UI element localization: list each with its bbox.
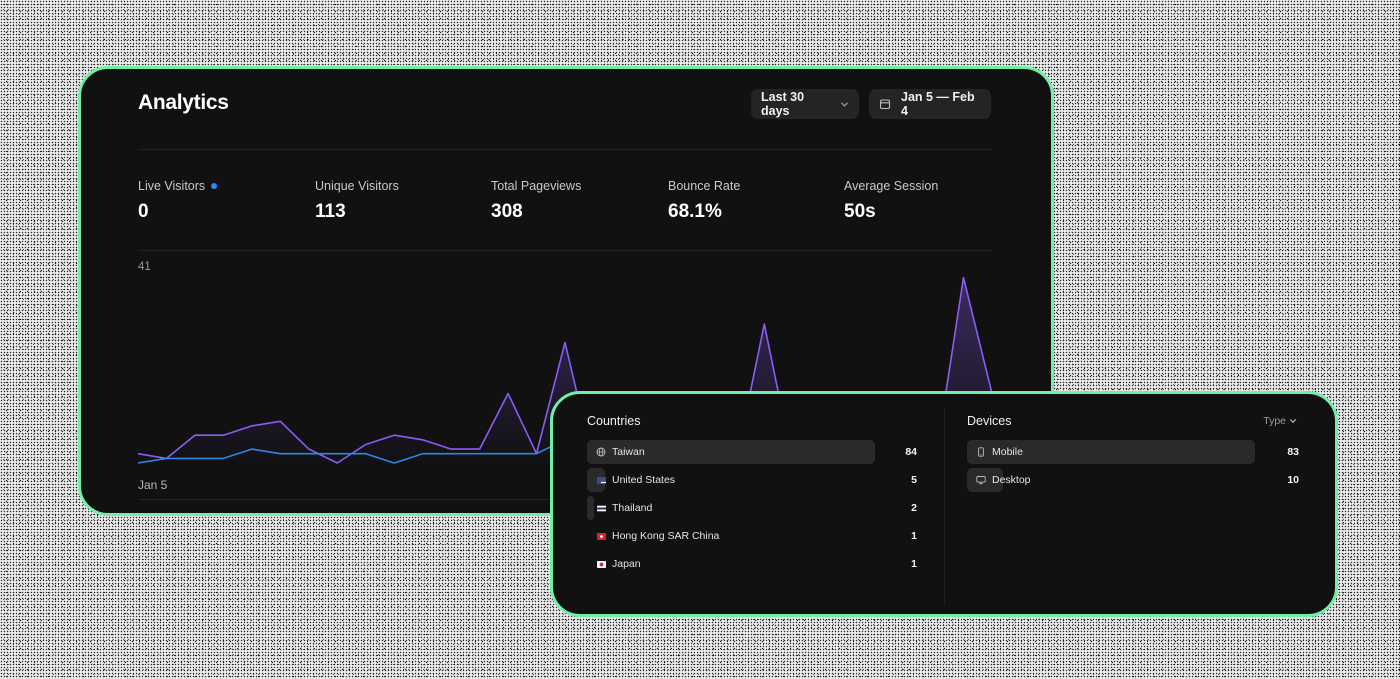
stat-label: Unique Visitors [315,179,399,193]
stat-value: 50s [844,201,876,222]
country-row[interactable]: Hong Kong SAR China 1 [587,524,917,548]
page-title: Analytics [138,91,229,114]
country-count: 2 [911,502,917,514]
country-name: Taiwan [612,446,645,458]
country-count: 1 [911,558,917,570]
country-count: 5 [911,474,917,486]
device-row[interactable]: Mobile 83 [967,440,1299,464]
country-row[interactable]: Thailand 2 [587,496,917,520]
breakdown-card: Countries Taiwan 84 United States 5 Thai… [550,391,1338,617]
country-share-bar [587,440,875,464]
country-count: 84 [905,446,917,458]
country-share-bar [587,496,594,520]
device-share-bar [967,440,1255,464]
device-count: 10 [1287,474,1299,486]
flag-hk-icon [596,531,606,541]
device-count: 83 [1287,446,1299,458]
chart-x-start-label: Jan 5 [138,478,168,492]
chart-y-max-label: 41 [138,261,151,273]
header-divider [138,149,992,150]
globe-icon [596,447,606,457]
country-share-bar [587,468,605,492]
flag-jp-icon [596,559,606,569]
device-row[interactable]: Desktop 10 [967,468,1299,492]
stat-value: 0 [138,201,149,222]
date-range-select-label: Last 30 days [761,90,805,118]
stats-divider [138,250,992,251]
stat-label: Live Visitors [138,179,206,193]
country-row[interactable]: Japan 1 [587,552,917,576]
stat-value: 308 [491,201,523,222]
date-picker-label: Jan 5 — Feb 4 [901,90,975,118]
stat-label: Bounce Rate [668,179,741,193]
device-name: Desktop [992,474,1031,486]
stat-total-pageviews[interactable]: Total Pageviews 308 [491,179,581,223]
stat-average-session[interactable]: Average Session 50s [844,179,938,223]
flag-us-icon [596,475,606,485]
chevron-down-icon [1289,419,1297,424]
device-name: Mobile [992,446,1023,458]
stat-value: 68.1% [668,201,722,222]
desktop-icon [976,475,986,485]
flag-th-icon [596,503,606,513]
device-type-select[interactable]: Type [1263,415,1297,427]
country-row[interactable]: United States 5 [587,468,917,492]
live-indicator-dot [211,183,218,189]
country-row[interactable]: Taiwan 84 [587,440,917,464]
devices-title: Devices [967,414,1012,428]
stat-value: 113 [315,201,346,222]
calendar-icon [879,99,891,110]
device-type-label: Type [1263,415,1286,427]
panel-separator [944,408,945,604]
country-name: Thailand [612,502,653,514]
country-name: Japan [612,558,641,570]
stat-label: Average Session [844,179,939,193]
date-range-select[interactable]: Last 30 days [751,89,859,119]
stat-unique-visitors[interactable]: Unique Visitors 113 [315,179,399,223]
country-name: Hong Kong SAR China [612,530,720,542]
chevron-down-icon [841,102,848,107]
countries-title: Countries [587,414,641,428]
country-count: 1 [911,530,917,542]
mobile-icon [976,447,986,457]
stat-bounce-rate[interactable]: Bounce Rate 68.1% [668,179,740,223]
country-name: United States [612,474,676,486]
date-picker-button[interactable]: Jan 5 — Feb 4 [869,89,991,119]
stat-label: Total Pageviews [491,179,582,193]
stat-live-visitors[interactable]: Live Visitors 0 [138,179,218,223]
